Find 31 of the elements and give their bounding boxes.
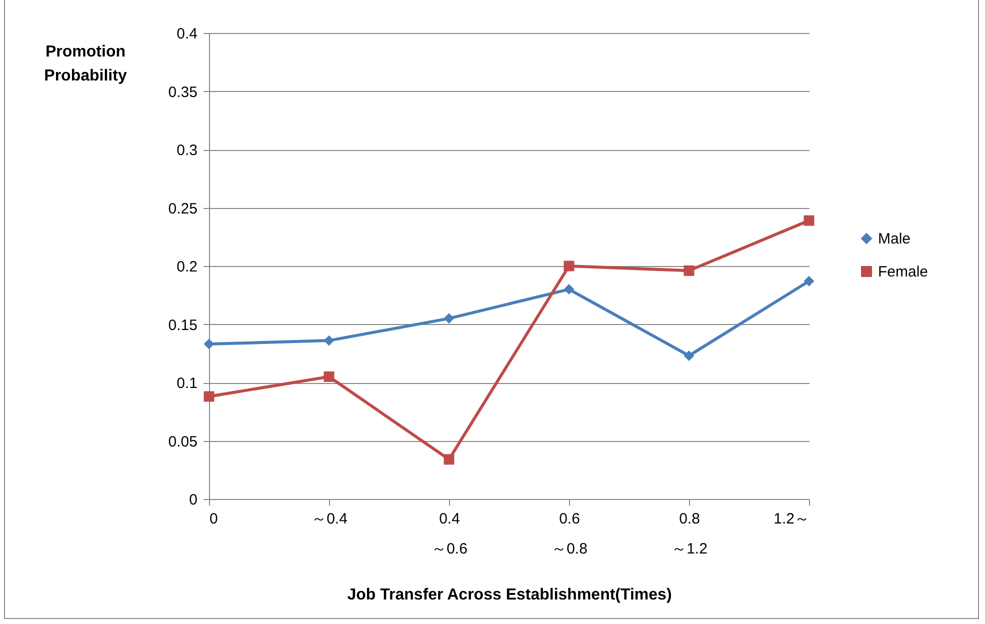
y-tick-label: 0.05 bbox=[168, 433, 198, 450]
point bbox=[324, 371, 334, 382]
point bbox=[684, 350, 694, 361]
x-axis-title: Job Transfer Across Establishment(Times) bbox=[347, 586, 672, 604]
point bbox=[804, 276, 814, 286]
y-tick-label: 0.2 bbox=[176, 258, 198, 276]
x-tick-label: ～0.4 bbox=[312, 510, 348, 528]
y-tick-label: 0.1 bbox=[176, 375, 198, 392]
y-tick-label: 0.35 bbox=[168, 84, 198, 101]
point bbox=[324, 335, 334, 346]
point bbox=[564, 284, 574, 295]
y-axis-title: Promotion Probability bbox=[44, 44, 127, 84]
x-tick-label: 0.4 ～0.6 bbox=[432, 510, 468, 558]
point bbox=[804, 215, 814, 226]
y-tick-label: 0.25 bbox=[168, 200, 198, 218]
point bbox=[444, 454, 454, 465]
point bbox=[444, 313, 454, 324]
x-tick-label: 1.2～ bbox=[774, 510, 810, 528]
legend-label: Female bbox=[878, 264, 928, 280]
x-tick-label: 0.8 ～1.2 bbox=[672, 510, 708, 558]
point bbox=[564, 260, 574, 272]
x-tick-label: 0.6 ～0.8 bbox=[552, 510, 588, 558]
point bbox=[684, 265, 694, 276]
y-tick-label: 0 bbox=[189, 492, 198, 508]
x-tick-label: 0 bbox=[210, 510, 218, 528]
point bbox=[204, 391, 214, 402]
y-tick-label: 0.4 bbox=[176, 26, 198, 42]
point bbox=[204, 338, 214, 350]
legend-label: Male bbox=[878, 230, 911, 248]
y-tick-label: 0.3 bbox=[176, 142, 198, 159]
y-tick-label: 0.15 bbox=[168, 316, 198, 334]
